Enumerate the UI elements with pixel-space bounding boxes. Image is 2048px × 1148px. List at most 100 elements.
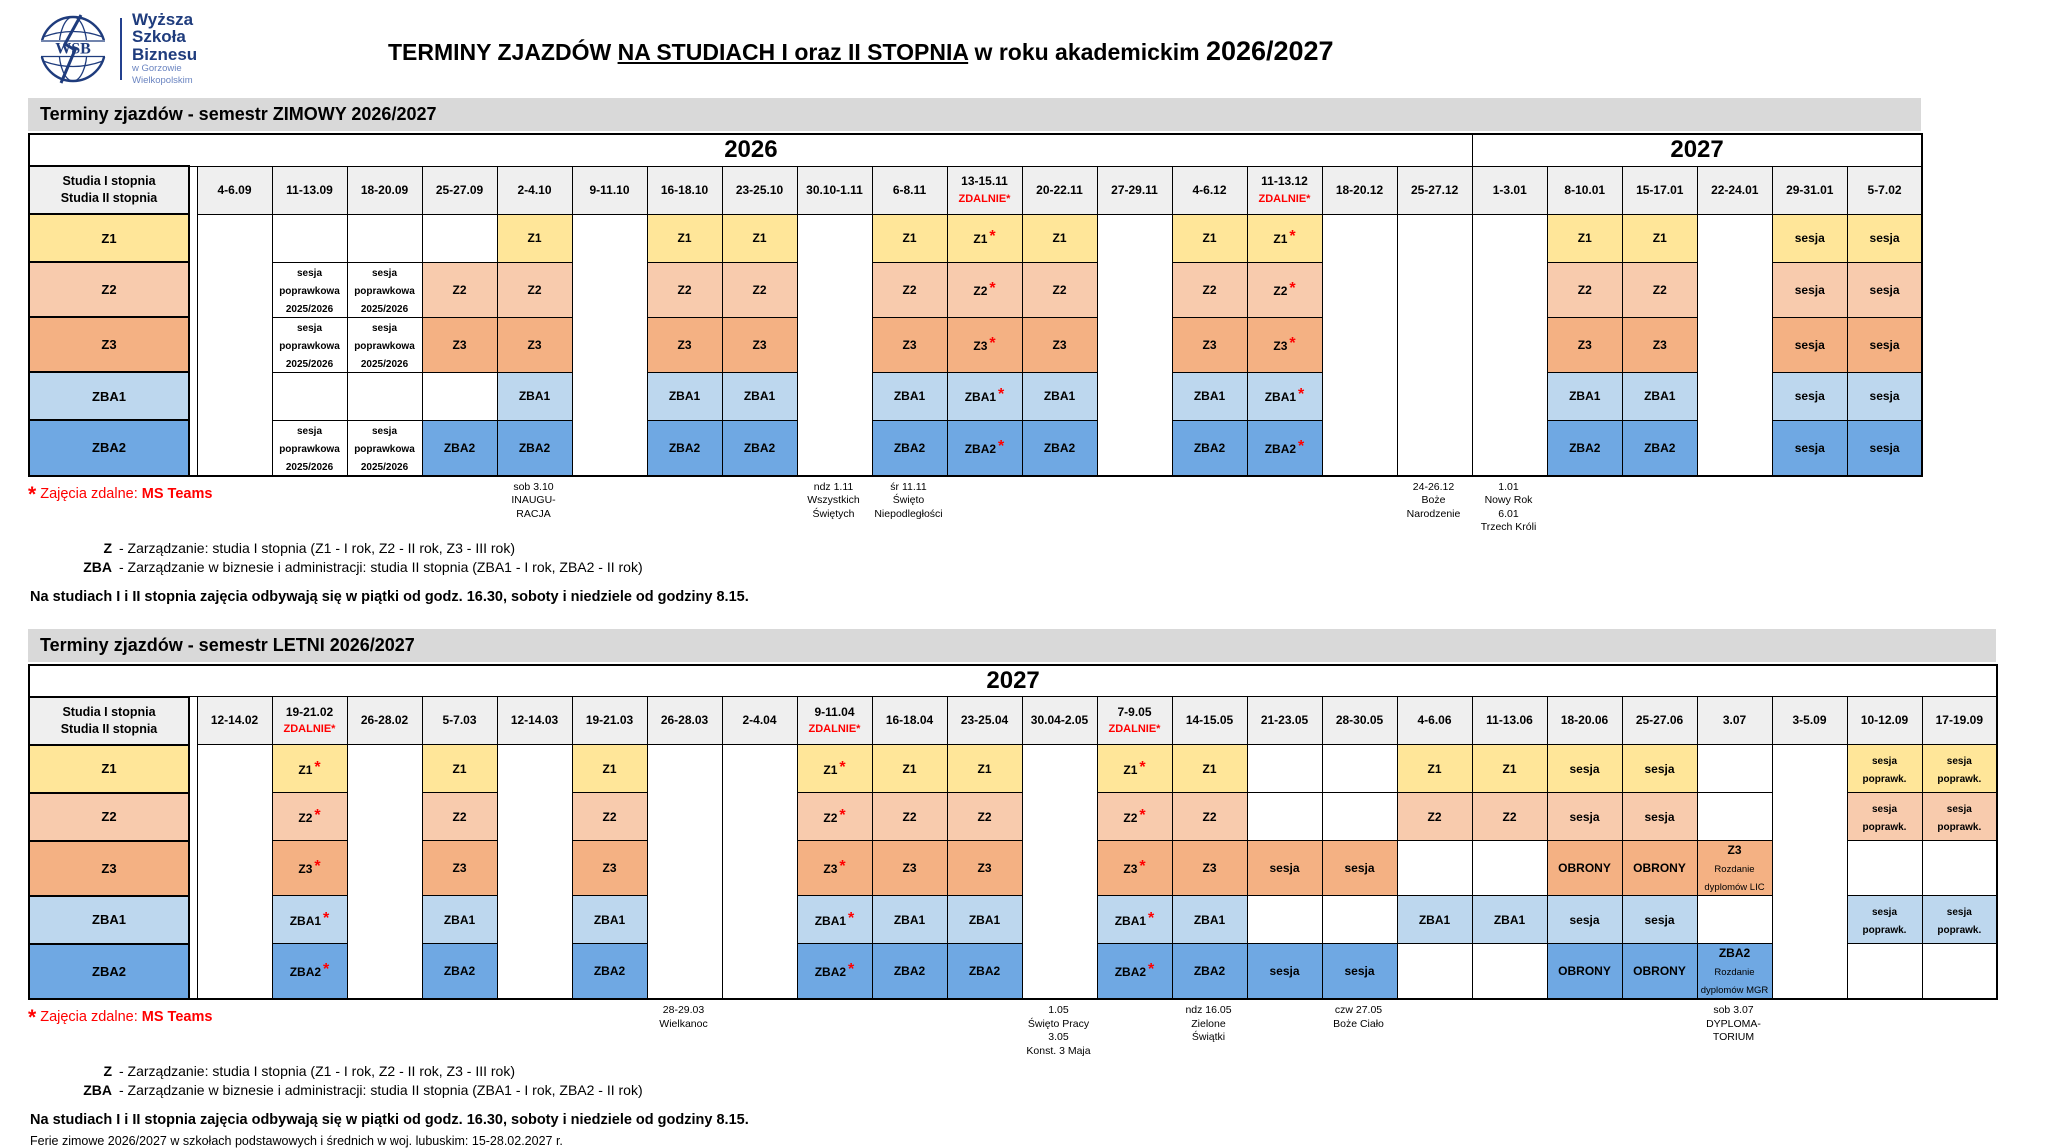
date-header: 2-4.10 (497, 166, 572, 214)
schedule-cell: Z3* (1247, 317, 1322, 372)
definition-text: - Zarządzanie: studia I stopnia (Z1 - I … (119, 1063, 515, 1079)
schedule-cell: Z1* (1247, 214, 1322, 262)
date-header: 20-22.11 (1022, 166, 1097, 214)
schedule-cell: Z1 (1397, 745, 1472, 793)
schedule-cell: Z3 (1022, 317, 1097, 372)
blank-weekend-column (1472, 214, 1547, 476)
schedule-cell: ZBA1 (647, 372, 722, 420)
date-header: 9-11.10 (572, 166, 647, 214)
schedule-cell: Z1 (1022, 214, 1097, 262)
schedule-cell (1697, 745, 1772, 793)
schedule-cell (1322, 793, 1397, 841)
empty-note-cell (1846, 1001, 1921, 1060)
schedule-cell (1247, 745, 1322, 793)
date-header: 18-20.12 (1322, 166, 1397, 214)
empty-note-cell (946, 1001, 1021, 1060)
empty-note-cell (1546, 478, 1621, 537)
schedule-cell: Z2 (1172, 793, 1247, 841)
logo-name-line: Wyższa (132, 11, 197, 28)
schedule-cell: Z2 (572, 793, 647, 841)
schedule-cell (1697, 793, 1772, 841)
date-header: 16-18.04 (872, 697, 947, 745)
table-spacer (189, 166, 197, 476)
schedule-cell: ZBA1 (572, 896, 647, 944)
schedule-cell: ZBA1 (947, 896, 1022, 944)
schedule-cell (347, 372, 422, 420)
remote-classes-legend: * Zajęcia zdalne: MS Teams (28, 1001, 196, 1060)
empty-note-cell (1096, 1001, 1171, 1060)
schedule-cell: ZBA2 (497, 420, 572, 476)
empty-note-cell (1096, 478, 1171, 537)
schedule-cell (1847, 944, 1922, 1000)
schedule-cell: Z1 (1472, 745, 1547, 793)
schedule-cell: Z1 (647, 214, 722, 262)
empty-note-cell (946, 478, 1021, 537)
date-header: 5-7.03 (422, 697, 497, 745)
schedule-cell: ZBA2 (1547, 420, 1622, 476)
date-header: 21-23.05 (1247, 697, 1322, 745)
date-header: 23-25.04 (947, 697, 1022, 745)
date-header: 28-30.05 (1322, 697, 1397, 745)
date-header: 16-18.10 (647, 166, 722, 214)
empty-note-cell (421, 1001, 496, 1060)
schedule-cell: ZBA2 (647, 420, 722, 476)
schedule-cell: sesja (1622, 793, 1697, 841)
schedule-cell: Z1* (1097, 745, 1172, 793)
schedule-cell: Z2* (1247, 262, 1322, 317)
title-prefix: TERMINY ZJAZDÓW (388, 39, 618, 65)
schedule-cell: Z1 (872, 214, 947, 262)
logo-name-line: Biznesu (132, 46, 197, 63)
schedule-cell: Z3 (722, 317, 797, 372)
wsb-logo: WSB Wyższa Szkoła Biznesu w Gorzowie Wie… (34, 10, 197, 88)
date-header: 18-20.06 (1547, 697, 1622, 745)
date-header: 18-20.09 (347, 166, 422, 214)
date-header: 2-4.04 (722, 697, 797, 745)
empty-note-cell (1771, 1001, 1846, 1060)
date-header: 6-8.11 (872, 166, 947, 214)
schedule-cell: sesja (1547, 896, 1622, 944)
schedule-cell (1697, 896, 1772, 944)
empty-note-cell (721, 1001, 796, 1060)
schedule-cell: Z3 (1622, 317, 1697, 372)
schedule-cell: sesja (1622, 745, 1697, 793)
date-header: 3-5.09 (1772, 697, 1847, 745)
schedule-cell: sesja (1772, 262, 1847, 317)
logo-sub-line: w Gorzowie (132, 64, 197, 75)
schedule-cell: Z2* (1097, 793, 1172, 841)
blank-weekend-column (572, 214, 647, 476)
schedule-cell: sesja (1847, 317, 1922, 372)
page-header: WSB Wyższa Szkoła Biznesu w Gorzowie Wie… (28, 0, 2048, 96)
empty-note-cell (1471, 1001, 1546, 1060)
schedule-cell: Z3 (572, 841, 647, 896)
schedule-cell: ZBA2 (422, 944, 497, 1000)
schedule-cell: ZBA1* (1097, 896, 1172, 944)
schedule-cell: ZBA1 (1622, 372, 1697, 420)
blank-weekend-column (197, 745, 272, 1000)
date-header: 30.04-2.05 (1022, 697, 1097, 745)
date-header: 29-31.01 (1772, 166, 1847, 214)
definition-abbr: Z (66, 1063, 112, 1079)
empty-note-cell (346, 478, 421, 537)
schedule-hours-note: Na studiach I i II stopnia zajęcia odbyw… (30, 589, 2048, 605)
schedule-cell: Z2 (1172, 262, 1247, 317)
schedule-cell: Z1 (872, 745, 947, 793)
schedule-cell: Z1* (797, 745, 872, 793)
schedule-cell: sesja (1247, 841, 1322, 896)
schedule-cell (347, 214, 422, 262)
date-header: 25-27.12 (1397, 166, 1472, 214)
schedule-cell: ZBA1* (1247, 372, 1322, 420)
